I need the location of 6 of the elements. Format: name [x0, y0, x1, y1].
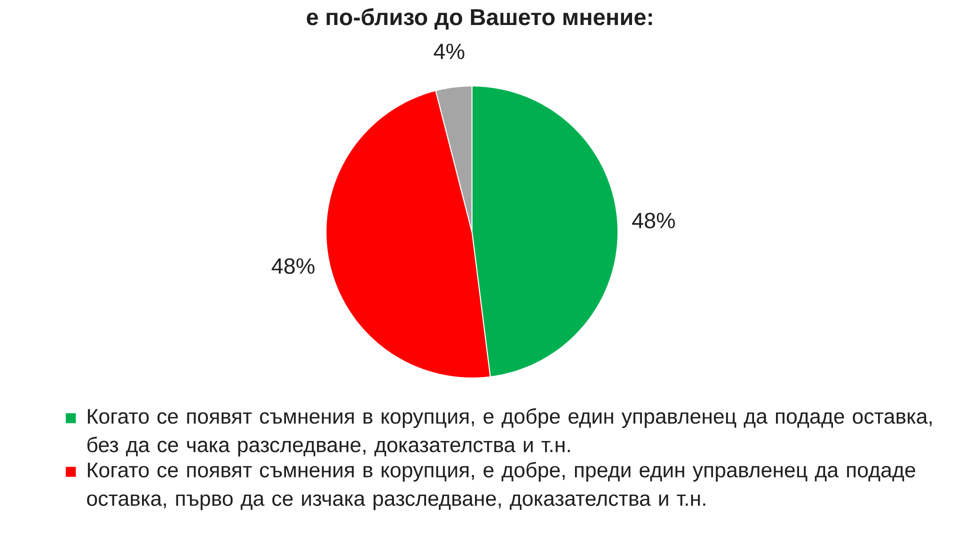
legend-label: Когато се появят съмнения в корупция, е добре, преди един управленец да подаде оставка, първо да се изчака разследване, доказателства и т.н. [87, 462, 916, 510]
data-label: 4% [434, 44, 464, 60]
data-label: 48% [632, 212, 675, 228]
data-label: 48% [272, 258, 314, 274]
legend-label: Когато се появят съмнения в корупция, е добре един управленец да подаде оставка, без да се чака разследване, доказателства и т.н. [87, 408, 932, 456]
chart-title: е по-близо до Вашето мнение: [306, 8, 652, 30]
